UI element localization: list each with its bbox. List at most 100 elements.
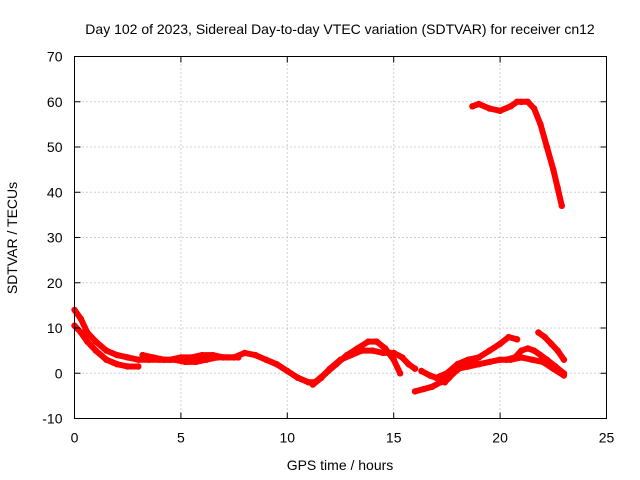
data-point (241, 349, 248, 357)
data-point (486, 347, 493, 354)
data-point (318, 374, 325, 381)
data-point (475, 100, 482, 108)
data-point (507, 103, 514, 110)
x-tick-label: 0 (71, 430, 79, 446)
data-point (496, 356, 504, 363)
y-tick-label: 70 (47, 49, 63, 65)
data-point (518, 98, 525, 106)
data-point (347, 351, 355, 359)
tick-layer: 0 5 10 15 20 25 -10 0 10 20 30 40 50 60 70 (42, 49, 614, 446)
x-tick-label: 5 (177, 430, 185, 446)
data-point (369, 347, 376, 354)
data-point (535, 329, 542, 336)
data-point (192, 358, 199, 366)
data-point (92, 338, 100, 345)
data-point (309, 381, 316, 388)
data-point (326, 365, 334, 372)
data-point (458, 363, 465, 370)
series-line (412, 354, 567, 395)
data-point (135, 356, 142, 363)
y-tick-label: 10 (47, 320, 63, 336)
data-point (475, 354, 482, 361)
data-point (77, 329, 85, 336)
x-tick-label: 10 (280, 430, 296, 446)
data-point (505, 333, 512, 341)
y-tick-label: 60 (47, 94, 63, 110)
data-point (543, 143, 551, 151)
data-point (537, 351, 544, 359)
data-point (390, 356, 397, 363)
data-point (560, 356, 568, 363)
y-tick-label: 30 (47, 230, 63, 246)
data-point (235, 354, 242, 361)
data-point (182, 358, 189, 366)
data-point (530, 347, 538, 354)
data-point (554, 184, 561, 191)
series-line (139, 352, 242, 365)
y-tick-label: 0 (55, 365, 63, 381)
data-point (294, 374, 302, 381)
data-point (524, 345, 531, 352)
data-point (530, 105, 538, 112)
data-point (213, 354, 221, 361)
data-point (113, 361, 121, 368)
data-point (560, 370, 568, 377)
data-point (390, 349, 397, 357)
data-point (224, 354, 231, 361)
data-point (273, 361, 280, 368)
data-point (450, 370, 457, 377)
data-point (469, 103, 476, 110)
data-point (337, 356, 344, 363)
data-point (373, 338, 380, 345)
data-point (203, 356, 210, 363)
data-point (84, 338, 91, 345)
data-point (513, 336, 521, 343)
data-point (524, 98, 531, 106)
data-point (124, 354, 131, 361)
x-tick-label: 20 (492, 430, 508, 446)
plot-frame (74, 56, 607, 419)
data-layer (71, 98, 568, 395)
data-point (411, 365, 419, 372)
data-point (420, 385, 427, 393)
data-point (139, 351, 146, 359)
data-point (475, 361, 482, 368)
data-point (365, 338, 372, 345)
data-point (160, 356, 168, 363)
data-point (426, 372, 434, 379)
data-point (84, 329, 91, 336)
data-point (537, 121, 544, 128)
data-point (358, 347, 365, 354)
data-point (467, 358, 474, 366)
data-point (262, 356, 270, 363)
x-axis-label: GPS time / hours (287, 457, 394, 473)
y-tick-label: 40 (47, 184, 63, 200)
x-tick-label: 15 (386, 430, 402, 446)
grid-layer (74, 56, 607, 419)
data-point (135, 363, 142, 370)
data-point (411, 388, 419, 395)
x-tick-label: 25 (599, 430, 615, 446)
data-point (528, 356, 536, 363)
data-point (428, 383, 436, 390)
data-point (496, 340, 504, 347)
data-point (103, 347, 110, 354)
data-point (541, 333, 548, 341)
data-point (399, 354, 406, 361)
data-point (554, 347, 561, 354)
data-point (511, 354, 519, 361)
data-point (418, 367, 425, 375)
data-point (550, 166, 557, 173)
data-point (379, 349, 387, 357)
data-point (103, 356, 110, 363)
data-point (124, 363, 131, 370)
data-point (548, 340, 555, 347)
chart-title: Day 102 of 2023, Sidereal Day-to-day VTE… (85, 21, 595, 37)
data-point (92, 347, 100, 354)
y-tick-label: 20 (47, 275, 63, 291)
data-point (150, 354, 157, 361)
data-point (552, 363, 559, 370)
data-point (441, 379, 448, 386)
